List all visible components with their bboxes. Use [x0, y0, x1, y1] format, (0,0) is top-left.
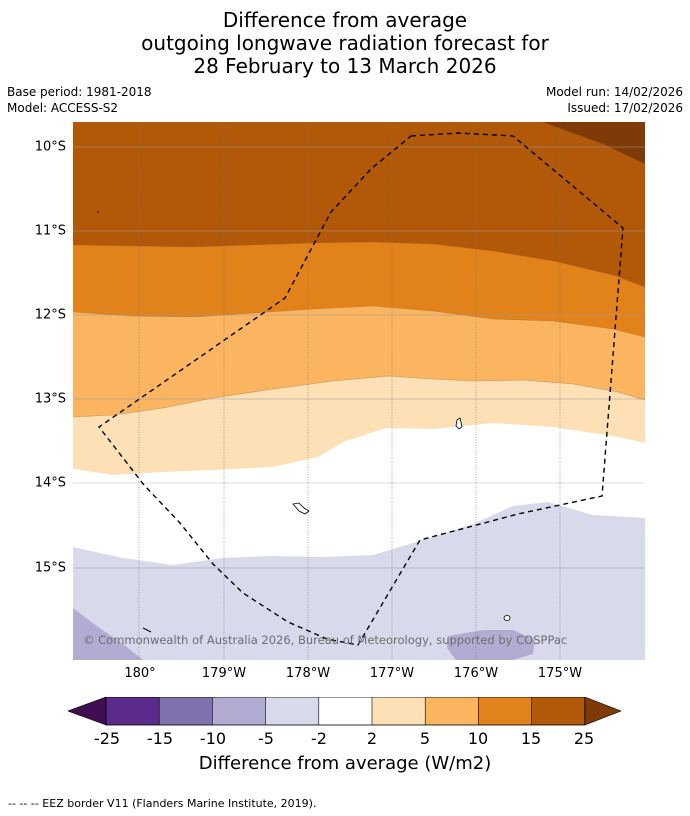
colorbar-seg-5 — [318, 697, 372, 725]
colorbar-tick: -10 — [199, 729, 227, 748]
colorbar-tick: 10 — [467, 729, 489, 748]
island-d — [142, 627, 152, 633]
colorbar-label: Difference from average (W/m2) — [198, 753, 492, 774]
band-neg5-neg10-west — [73, 608, 143, 660]
title-line-2: outgoing longwave radiation forecast for — [141, 31, 549, 55]
colorbar-tick: 25 — [573, 729, 595, 748]
lat-label-14s: 14°S — [34, 475, 66, 491]
map-copyright: © Commonwealth of Australia 2026, Bureau… — [83, 633, 568, 647]
base-period: Base period: 1981-2018 — [7, 85, 152, 99]
colorbar-max-arrow — [584, 697, 622, 726]
colorbar-tick: 15 — [520, 729, 542, 748]
island-e — [97, 211, 99, 213]
band-25-plus — [503, 122, 645, 164]
lon-label-175w: 175°W — [537, 666, 583, 681]
colorbar-seg-9 — [531, 697, 585, 725]
lon-label-177w: 177°W — [369, 666, 415, 681]
colorbar-seg-1 — [106, 697, 160, 725]
island-a — [455, 417, 463, 430]
eez-footnote: -- -- -- EEZ border V11 (Flanders Marine… — [8, 797, 317, 810]
model-run: Model run: 14/02/2026 — [545, 85, 683, 99]
colorbar — [68, 697, 622, 726]
colorbar-seg-8 — [478, 697, 532, 725]
colorbar-tick: -25 — [93, 729, 121, 748]
band-neg5-neg10-south — [447, 630, 535, 660]
colorbar-tick: -2 — [311, 729, 327, 748]
lat-label-15s: 15°S — [34, 560, 66, 576]
lon-label-176w: 176°W — [453, 666, 499, 681]
lon-label-180: 180° — [124, 666, 156, 681]
lat-label-12s: 12°S — [34, 307, 66, 323]
olr-anomaly-map — [73, 122, 645, 660]
island-c — [503, 615, 511, 621]
eez-border — [97, 132, 624, 646]
island-b — [292, 502, 310, 515]
colorbar-seg-3 — [212, 697, 266, 725]
issued-date: Issued: 17/02/2026 — [567, 101, 683, 115]
lon-label-178w: 178°W — [285, 666, 331, 681]
lat-label-11s: 11°S — [34, 223, 66, 239]
colorbar-seg-6 — [372, 697, 426, 725]
colorbar-min-arrow — [68, 697, 107, 726]
lat-label-10s: 10°S — [34, 139, 66, 155]
colorbar-tick: 5 — [419, 729, 431, 748]
title-line-3: 28 February to 13 March 2026 — [193, 54, 497, 78]
title-line-1: Difference from average — [222, 8, 468, 32]
colorbar-seg-4 — [265, 697, 319, 725]
lat-label-13s: 13°S — [34, 391, 66, 407]
colorbar-tick: -15 — [146, 729, 174, 748]
colorbar-tick: 2 — [366, 729, 378, 748]
model-name: Model: ACCESS-S2 — [7, 101, 119, 115]
band-neg2-neg5 — [73, 502, 645, 660]
colorbar-seg-2 — [159, 697, 213, 725]
colorbar-seg-7 — [425, 697, 479, 725]
colorbar-tick: -5 — [258, 729, 274, 748]
lon-label-179w: 179°W — [201, 666, 247, 681]
